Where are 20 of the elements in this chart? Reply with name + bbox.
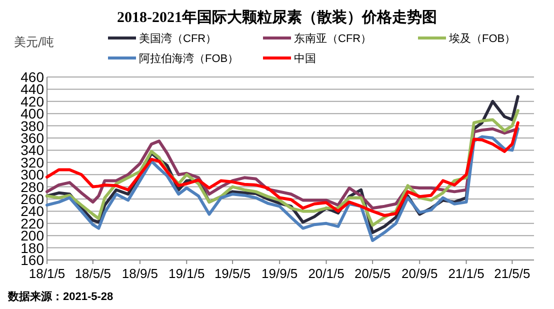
y-axis-title: 美元/吨 [14,35,54,49]
x-tick-label: 19/1/5 [168,266,205,281]
x-tick-label: 20/5/5 [354,266,391,281]
legend-label: 埃及（FOB） [448,32,516,45]
line-series [46,127,520,242]
x-tick-label: 19/5/5 [214,266,251,281]
legend-label: 中国 [294,52,316,65]
x-tick-label: 21/1/5 [448,266,484,281]
source-note: 数据来源：2021-5-28 [7,290,114,303]
x-tick-label: 20/1/5 [308,266,344,281]
chart-title: 2018-2021年国际大颗粒尿素（散装）价格走势图 [117,9,437,26]
x-tick-label: 20/9/5 [402,266,438,281]
legend-label: 美国湾（CFR） [139,32,217,45]
legend-label: 东南亚（CFR） [294,32,372,45]
x-tick-label: 18/1/5 [28,266,66,281]
x-tick-label: 21/5/5 [494,266,530,281]
x-tick-label: 18/5/5 [74,266,111,281]
x-tick-label: 18/9/5 [122,266,158,281]
legend-label: 阿拉伯海湾（FOB） [139,52,239,65]
x-tick-label: 19/9/5 [262,266,298,281]
